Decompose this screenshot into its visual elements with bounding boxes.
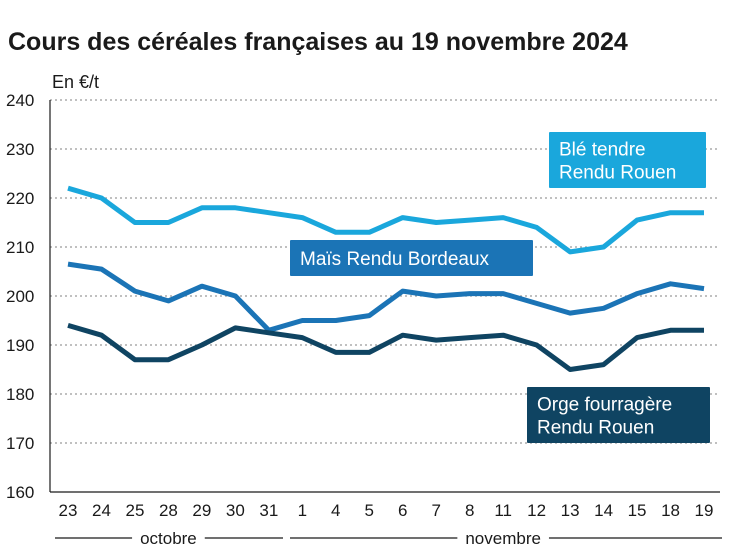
y-tick-label: 170	[6, 434, 34, 453]
month-label: novembre	[465, 529, 541, 548]
month-label: octobre	[140, 529, 197, 548]
x-tick-label: 24	[92, 501, 111, 520]
series-label-box	[549, 132, 706, 188]
series-lines	[67, 185, 705, 372]
x-tick-label: 13	[561, 501, 580, 520]
y-axis-ticks: 160 170 180 190 200 210 220 230 240	[6, 91, 34, 502]
series-line-2	[67, 261, 705, 333]
x-tick-label: 12	[527, 501, 546, 520]
x-tick-label: 23	[59, 501, 78, 520]
x-tick-label: 6	[398, 501, 407, 520]
series-label-text: Blé tendre	[559, 140, 646, 161]
y-tick-label: 160	[6, 483, 34, 502]
y-tick-label: 180	[6, 385, 34, 404]
series-label-text: Rendu Rouen	[537, 418, 654, 439]
series-label-box	[290, 240, 533, 276]
x-tick-label: 4	[331, 501, 340, 520]
series-label-2: Maïs Rendu Bordeaux	[290, 240, 533, 276]
x-tick-label: 1	[298, 501, 307, 520]
series-label-box	[527, 387, 710, 443]
x-tick-label: 7	[431, 501, 440, 520]
series-line-3	[67, 323, 704, 372]
month-labels: octobre novembre	[55, 529, 722, 548]
y-tick-label: 220	[6, 189, 34, 208]
x-axis-ticks: 23 24 25 28 29 30 31 1 4 5 6 7 8 11 12 13 14 15 18 19	[59, 501, 714, 520]
series-label-text: Rendu Rouen	[559, 163, 676, 184]
series-label-text: Orge fourragère	[537, 395, 672, 416]
x-tick-label: 19	[695, 501, 714, 520]
y-tick-label: 190	[6, 336, 34, 355]
x-tick-label: 31	[259, 501, 278, 520]
x-tick-label: 11	[494, 501, 512, 520]
x-tick-label: 25	[125, 501, 144, 520]
chart-title: Cours des céréales françaises au 19 nove…	[8, 28, 628, 56]
x-tick-label: 15	[628, 501, 647, 520]
y-tick-label: 240	[6, 91, 34, 110]
x-tick-label: 8	[465, 501, 474, 520]
x-tick-label: 28	[159, 501, 178, 520]
series-line-1	[67, 185, 704, 255]
series-label-text: Maïs Rendu Bordeaux	[300, 249, 490, 270]
x-tick-label: 30	[226, 501, 245, 520]
x-tick-label: 14	[594, 501, 613, 520]
y-tick-label: 200	[6, 287, 34, 306]
y-tick-label: 230	[6, 140, 34, 159]
y-tick-label: 210	[6, 238, 34, 257]
x-tick-label: 5	[365, 501, 374, 520]
y-axis-unit-label: En €/t	[52, 72, 99, 92]
x-tick-label: 18	[661, 501, 680, 520]
x-tick-label: 29	[192, 501, 211, 520]
